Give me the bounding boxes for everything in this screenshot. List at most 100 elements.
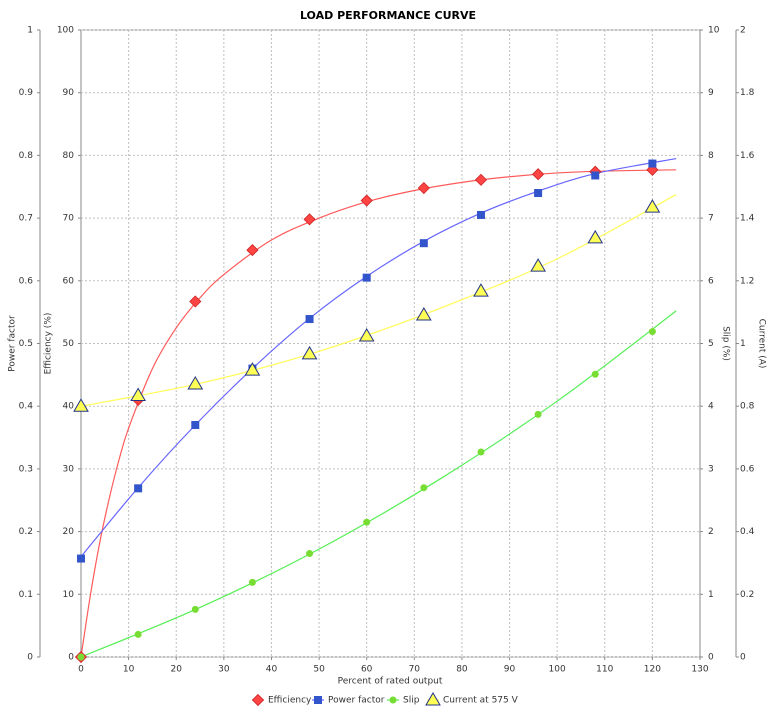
y-tick-label: 6: [708, 276, 714, 286]
y-tick-label: 0.1: [19, 590, 33, 600]
marker-triangle: [415, 306, 432, 321]
y-tick-label: 9: [708, 88, 714, 98]
marker-circle: [477, 448, 485, 456]
fit-curve: [80, 194, 677, 407]
marker-diamond: [474, 173, 488, 186]
marker-circle: [134, 630, 142, 638]
marker-triangle: [73, 398, 89, 412]
marker-diamond: [246, 244, 259, 257]
y-axis-label: Current (A): [757, 319, 767, 369]
marker-diamond: [251, 693, 265, 707]
marker-circle: [363, 518, 371, 526]
y-tick-label: 0.2: [740, 590, 754, 600]
y-tick-label: 0.6: [740, 464, 755, 474]
marker-square: [534, 189, 543, 198]
x-tick-label: 70: [409, 665, 421, 675]
y-tick-label: 0.9: [19, 88, 34, 98]
marker-square: [419, 239, 428, 248]
y-axis-label: Efficiency (%): [44, 313, 54, 375]
x-tick-label: 100: [549, 665, 566, 675]
y-tick-label: 2: [708, 527, 714, 537]
x-tick-label: 20: [171, 665, 183, 675]
y-tick-label: 70: [63, 214, 75, 224]
marker-square: [77, 554, 85, 563]
y-tick-label: 0.5: [19, 339, 33, 349]
y-tick-label: 0: [27, 653, 33, 663]
y-tick-label: 30: [63, 464, 75, 474]
x-tick-label: 110: [596, 665, 613, 675]
chart-title: LOAD PERFORMANCE CURVE: [300, 9, 476, 22]
y-tick-label: 1: [740, 339, 746, 349]
marker-diamond: [303, 213, 316, 226]
marker-diamond: [360, 194, 373, 207]
y-tick-label: 1.2: [740, 276, 754, 286]
marker-circle: [420, 484, 428, 492]
x-tick-label: 10: [123, 665, 135, 675]
legend-item: Current at 575 V: [425, 692, 519, 706]
marker-square: [591, 171, 600, 180]
marker-diamond: [417, 181, 430, 195]
y-tick-label: 3: [708, 464, 714, 474]
marker-square: [314, 696, 322, 704]
marker-circle: [534, 410, 542, 418]
y-tick-label: 100: [57, 26, 74, 36]
marker-triangle: [130, 387, 147, 402]
y-tick-label: 0.4: [740, 527, 755, 537]
y-tick-label: 0.6: [19, 276, 34, 286]
marker-circle: [248, 578, 256, 586]
marker-square: [362, 273, 371, 282]
marker-diamond: [189, 295, 202, 308]
y-tick-label: 8: [708, 151, 714, 161]
x-tick-label: 0: [78, 665, 84, 675]
y-tick-label: 1.6: [740, 151, 755, 161]
y-tick-label: 2: [740, 26, 746, 36]
x-tick-label: 60: [361, 665, 373, 675]
y-tick-label: 60: [63, 276, 75, 286]
y-tick-label: 10: [63, 590, 75, 600]
y-tick-label: 0: [68, 653, 74, 663]
fit-curve: [80, 169, 677, 658]
marker-circle: [591, 370, 599, 378]
legend-item: Slip: [387, 696, 420, 706]
y-tick-label: 90: [63, 88, 75, 98]
y-tick-label: 0.3: [19, 464, 33, 474]
y-tick-label: 0: [708, 653, 714, 663]
y-tick-label: 1: [708, 590, 714, 600]
y-tick-label: 0.8: [740, 402, 755, 412]
legend-item: Power factor: [312, 696, 385, 706]
y-tick-label: 10: [708, 26, 720, 36]
x-tick-label: 40: [266, 665, 278, 675]
y-tick-label: 1.4: [740, 214, 755, 224]
x-tick-label: 30: [218, 665, 230, 675]
legend-label: Efficiency: [268, 696, 312, 706]
fit-curve: [80, 157, 677, 558]
y-tick-label: 80: [63, 151, 75, 161]
y-tick-label: 0: [740, 653, 746, 663]
x-axis-label: Percent of rated output: [338, 677, 443, 687]
marker-square: [305, 315, 314, 324]
marker-circle: [389, 696, 397, 704]
y-tick-label: 20: [63, 527, 75, 537]
marker-circle: [77, 653, 85, 661]
y-tick-label: 1.8: [740, 88, 755, 98]
marker-circle: [306, 550, 314, 558]
x-tick-label: 120: [644, 665, 661, 675]
legend-label: Power factor: [328, 696, 385, 706]
y-tick-label: 0.2: [19, 527, 33, 537]
y-tick-label: 1: [27, 26, 33, 36]
legend-item: Efficiency: [251, 693, 312, 707]
x-tick-label: 80: [456, 665, 468, 675]
y-tick-label: 4: [708, 402, 714, 412]
marker-triangle: [187, 375, 204, 390]
marker-triangle: [644, 199, 661, 213]
marker-triangle: [301, 345, 318, 360]
marker-triangle: [473, 283, 489, 297]
marker-square: [648, 159, 657, 168]
y-tick-label: 0.7: [19, 214, 33, 224]
marker-square: [476, 210, 485, 219]
y-tick-label: 0.8: [19, 151, 34, 161]
marker-triangle: [587, 229, 604, 244]
y-tick-label: 40: [63, 402, 75, 412]
marker-circle: [648, 328, 656, 336]
